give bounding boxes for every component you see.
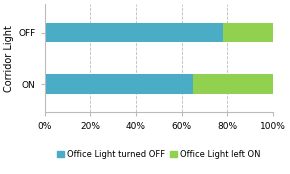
Bar [223,23,273,42]
Bar [45,74,193,94]
Legend: Office Light turned OFF, Office Light left ON: Office Light turned OFF, Office Light le… [54,147,264,163]
Y-axis label: Corridor Light: Corridor Light [4,25,14,92]
Bar [45,23,223,42]
Bar [193,74,273,94]
